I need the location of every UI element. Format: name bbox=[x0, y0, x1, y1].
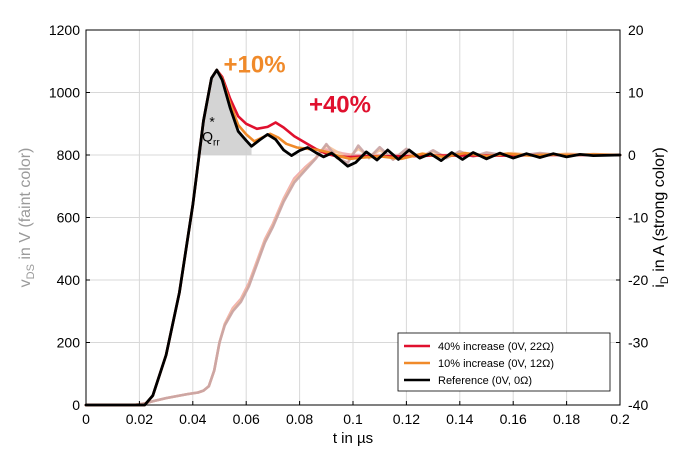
y-left-tick-label: 1200 bbox=[49, 22, 80, 38]
legend: 40% increase (0V, 22Ω) 10% increase (0V, … bbox=[397, 332, 611, 392]
y-right-tick-label: 0 bbox=[628, 147, 636, 163]
y-right-label-sub: D bbox=[659, 276, 671, 284]
y-left-tick-label: 1000 bbox=[49, 85, 80, 101]
legend-label: 40% increase (0V, 22Ω) bbox=[438, 341, 554, 353]
y-left-tick-label: 600 bbox=[57, 210, 81, 226]
x-tick-label: 0 bbox=[82, 411, 90, 427]
y-left-tick-label: 400 bbox=[57, 272, 81, 288]
annotation-qrr: Qrr bbox=[202, 128, 220, 148]
x-tick-label: 0.04 bbox=[179, 411, 206, 427]
legend-label: 10% increase (0V, 12Ω) bbox=[438, 358, 554, 370]
x-tick-label: 0.2 bbox=[610, 411, 630, 427]
y-axis-left-label: vDS in V (faint color) bbox=[17, 148, 37, 288]
y-left-label-main: v bbox=[17, 279, 34, 287]
y-right-tick-label: -20 bbox=[628, 272, 648, 288]
y-right-tick-label: -40 bbox=[628, 397, 648, 413]
x-tick-label: 0.12 bbox=[393, 411, 420, 427]
y-left-label-rest: in V (faint color) bbox=[17, 148, 34, 264]
y-right-label-main: i bbox=[651, 284, 668, 288]
x-tick-label: 0.14 bbox=[446, 411, 473, 427]
annotation-plus40: +40% bbox=[309, 92, 371, 119]
qrr-shaded-area bbox=[196, 70, 252, 155]
qrr-star: * bbox=[209, 113, 215, 129]
strong-current-series bbox=[84, 68, 622, 407]
y-left-tick-label: 0 bbox=[72, 397, 80, 413]
y-axis-right-label: iD in A (strong color) bbox=[651, 147, 671, 287]
qrr-main: Q bbox=[202, 128, 213, 144]
x-tick-label: 0.02 bbox=[126, 411, 153, 427]
series-line-current-2 bbox=[84, 68, 622, 407]
x-tick-label: 0.18 bbox=[553, 411, 580, 427]
x-axis-label: t in µs bbox=[333, 430, 373, 447]
y-left-tick-label: 800 bbox=[57, 147, 81, 163]
y-right-label-rest: in A (strong color) bbox=[651, 147, 668, 276]
tick-labels: 0 0.02 0.04 0.06 0.08 0.1 0.12 0.14 0.16 0.18 0.2 0… bbox=[49, 22, 649, 427]
x-tick-label: 0.1 bbox=[343, 411, 363, 427]
y-right-tick-label: -10 bbox=[628, 210, 648, 226]
x-tick-label: 0.16 bbox=[500, 411, 527, 427]
y-right-tick-label: -30 bbox=[628, 335, 648, 351]
y-left-tick-label: 200 bbox=[57, 335, 81, 351]
y-left-label-sub: DS bbox=[25, 264, 37, 279]
series-line-voltage-5 bbox=[84, 142, 622, 407]
x-tick-label: 0.06 bbox=[233, 411, 260, 427]
x-tick-label: 0.08 bbox=[286, 411, 313, 427]
y-right-tick-label: 20 bbox=[628, 22, 644, 38]
qrr-sub: rr bbox=[213, 137, 220, 148]
y-right-tick-label: 10 bbox=[628, 85, 644, 101]
legend-label: Reference (0V, 0Ω) bbox=[438, 375, 532, 387]
annotation-plus10: +10% bbox=[224, 52, 286, 79]
legend-box bbox=[397, 332, 611, 392]
